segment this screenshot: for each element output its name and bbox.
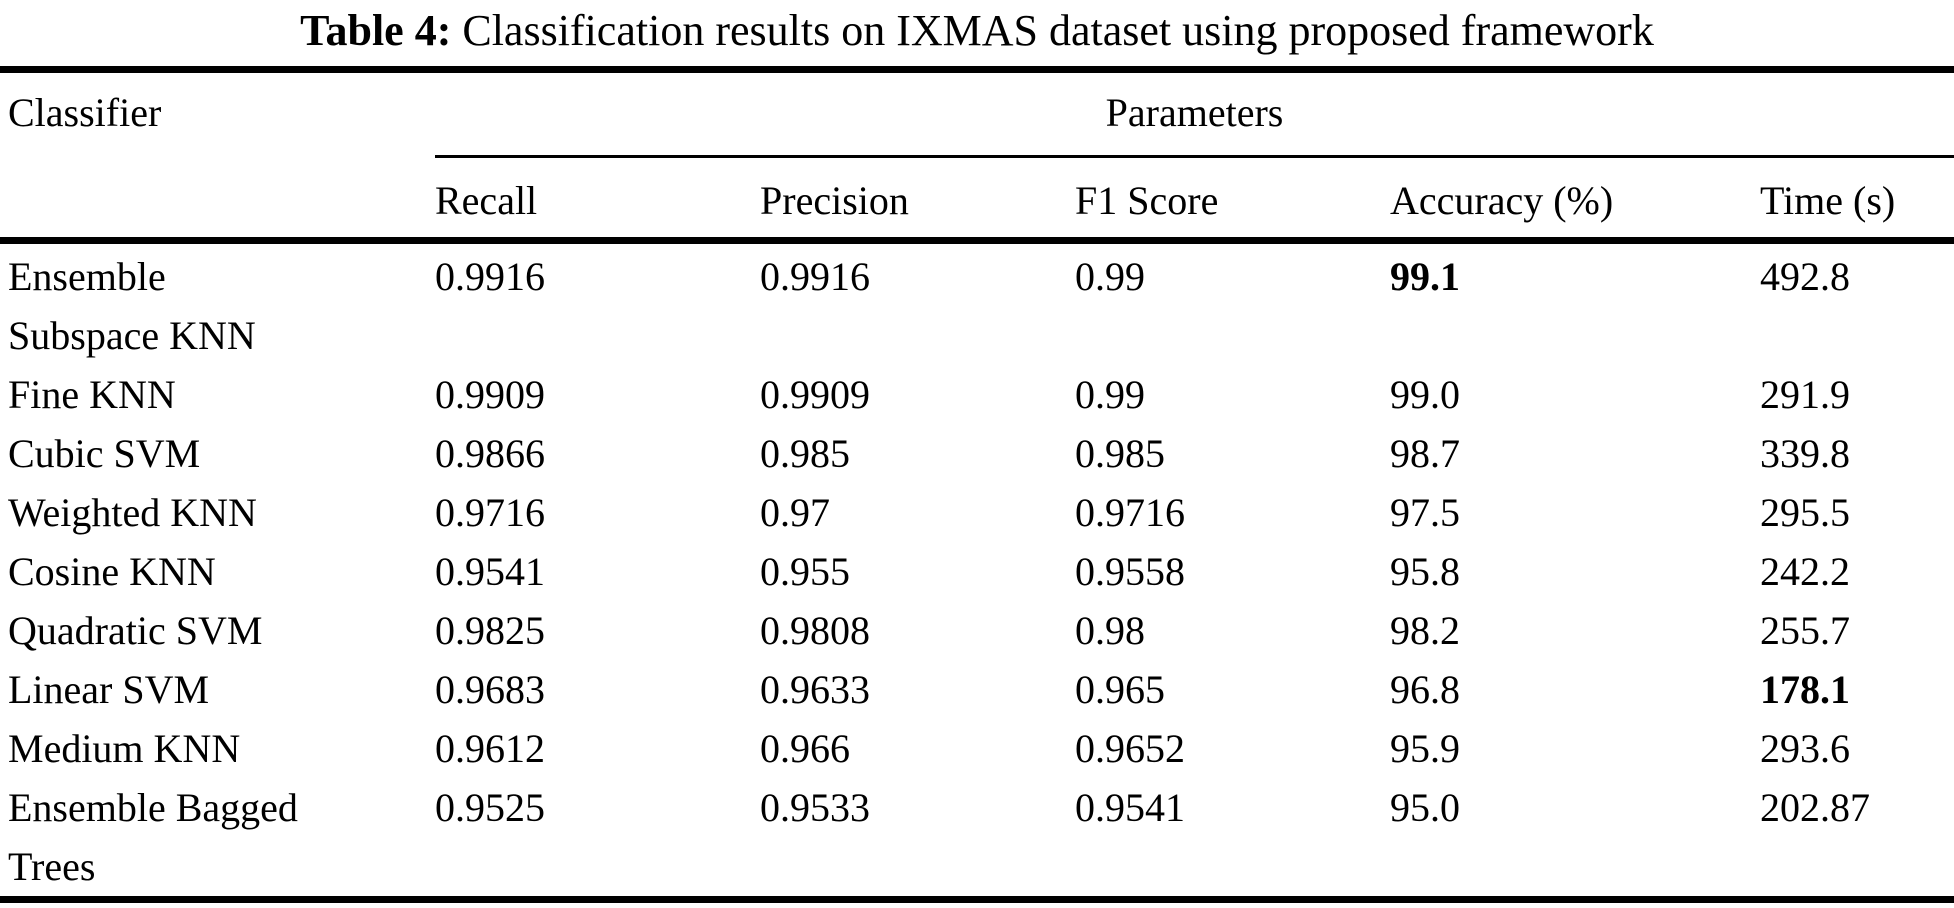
value-cell: 0.9525: [435, 778, 760, 903]
value-cell: 0.966: [760, 726, 850, 771]
value-cell: 95.9: [1390, 726, 1460, 771]
value-cell: 0.9716: [435, 490, 545, 535]
value-cell: 98.2: [1390, 608, 1460, 653]
table-caption-label: Table 4:: [300, 6, 452, 55]
value-cell: 0.9612: [435, 726, 545, 771]
value-cell: 0.9825: [435, 608, 545, 653]
classifier-cell: Quadratic SVM: [8, 608, 263, 653]
value-cell: 295.5: [1760, 490, 1850, 535]
value-cell: 0.9558: [1075, 549, 1185, 594]
value-cell: 0.965: [1075, 667, 1165, 712]
column-header-row: Recall Precision F1 Score Accuracy (%) T…: [0, 156, 1954, 244]
column-header-precision: Precision: [760, 156, 1075, 244]
value-cell: 0.9683: [435, 667, 545, 712]
value-cell: 0.9808: [760, 608, 870, 653]
value-cell: 242.2: [1760, 549, 1850, 594]
classifier-cell: Weighted KNN: [8, 490, 257, 535]
classifier-cell: Medium KNN: [8, 726, 241, 771]
column-header-f1-score: F1 Score: [1075, 156, 1390, 244]
value-cell: 0.98: [1075, 608, 1145, 653]
value-cell: 0.9716: [1075, 490, 1185, 535]
value-cell: 0.9909: [435, 372, 545, 417]
value-cell: 98.7: [1390, 431, 1460, 476]
value-cell: 99.1: [1390, 254, 1460, 299]
value-cell: 0.985: [760, 431, 850, 476]
classifier-cell: Ensemble Bagged Trees: [0, 778, 435, 903]
column-header-time: Time (s): [1760, 156, 1954, 244]
value-cell: 0.9533: [760, 778, 1075, 903]
value-cell: 492.8: [1760, 254, 1850, 299]
classifier-cell: Cosine KNN: [8, 549, 216, 594]
table-row: Ensemble Bagged Trees 0.9525 0.9533 0.95…: [0, 778, 1954, 903]
table-row: Linear SVM 0.9683 0.9633 0.965 96.8 178.…: [0, 660, 1954, 719]
table-row: Medium KNN 0.9612 0.966 0.9652 95.9 293.…: [0, 719, 1954, 778]
table-row: Cubic SVM 0.9866 0.985 0.985 98.7 339.8: [0, 424, 1954, 483]
classifier-cell: Ensemble Subspace KNN: [8, 254, 256, 358]
column-header-recall: Recall: [435, 156, 760, 244]
value-cell: 291.9: [1760, 372, 1850, 417]
classifier-cell: Fine KNN: [8, 372, 176, 417]
value-cell: 0.9541: [1075, 778, 1390, 903]
table-row: Quadratic SVM 0.9825 0.9808 0.98 98.2 25…: [0, 601, 1954, 660]
value-cell: 255.7: [1760, 608, 1850, 653]
value-cell: 96.8: [1390, 667, 1460, 712]
value-cell: 0.99: [1075, 372, 1145, 417]
value-cell: 0.9633: [760, 667, 870, 712]
column-header-accuracy: Accuracy (%): [1390, 156, 1760, 244]
value-cell: 0.99: [1075, 254, 1145, 299]
classifier-column-header: Classifier: [0, 69, 435, 244]
value-cell: 95.0: [1390, 778, 1760, 903]
group-header-row: Classifier Parameters: [0, 69, 1954, 244]
classifier-cell: Cubic SVM: [8, 431, 201, 476]
value-cell: 95.8: [1390, 549, 1460, 594]
value-cell: 202.87: [1760, 778, 1954, 903]
classifier-cell: Linear SVM: [8, 667, 210, 712]
value-cell: 293.6: [1760, 726, 1850, 771]
value-cell: 0.97: [760, 490, 830, 535]
value-cell: 0.9866: [435, 431, 545, 476]
value-cell: 0.9541: [435, 549, 545, 594]
table-row: Cosine KNN 0.9541 0.955 0.9558 95.8 242.…: [0, 542, 1954, 601]
value-cell: 0.9652: [1075, 726, 1185, 771]
value-cell: 339.8: [1760, 431, 1850, 476]
table-caption-text: Classification results on IXMAS dataset …: [462, 6, 1654, 55]
results-table: Classifier Parameters Recall Precision F…: [0, 66, 1954, 903]
table-row: Ensemble Subspace KNN 0.9916 0.9916 0.99…: [0, 241, 1954, 366]
value-cell: 0.985: [1075, 431, 1165, 476]
value-cell: 0.9909: [760, 372, 870, 417]
value-cell: 178.1: [1760, 667, 1850, 712]
value-cell: 0.9916: [435, 254, 545, 299]
table-row: Fine KNN 0.9909 0.9909 0.99 99.0 291.9: [0, 365, 1954, 424]
value-cell: 0.9916: [760, 254, 870, 299]
value-cell: 0.955: [760, 549, 850, 594]
table-row: Weighted KNN 0.9716 0.97 0.9716 97.5 295…: [0, 483, 1954, 542]
parameters-group-header: Parameters: [435, 69, 1954, 158]
table-caption: Table 4: Classification results on IXMAS…: [0, 0, 1954, 60]
value-cell: 99.0: [1390, 372, 1460, 417]
value-cell: 97.5: [1390, 490, 1460, 535]
